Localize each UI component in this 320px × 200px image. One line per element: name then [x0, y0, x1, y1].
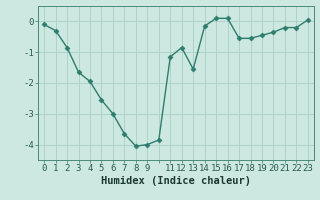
- X-axis label: Humidex (Indice chaleur): Humidex (Indice chaleur): [101, 176, 251, 186]
